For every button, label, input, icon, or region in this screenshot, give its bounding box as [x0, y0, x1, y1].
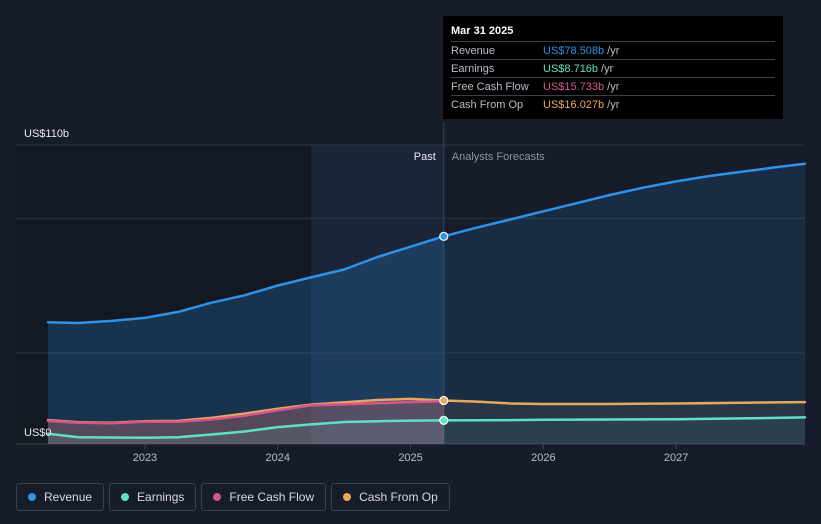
legend-item-revenue[interactable]: Revenue: [16, 483, 105, 511]
tooltip-earnings-value: US$8.716b: [543, 62, 599, 75]
forecast-label: Analysts Forecasts: [452, 151, 545, 163]
earnings-area-forecast: [443, 417, 805, 444]
tooltip-row-earnings: Earnings US$8.716b /yr: [451, 59, 775, 77]
tooltip-fcf-label: Free Cash Flow: [451, 80, 529, 93]
tooltip-revenue-unit: /yr: [607, 44, 620, 57]
cfo-area-past: [48, 398, 444, 444]
tooltip-earnings-unit: /yr: [601, 62, 614, 75]
legend-item-earnings[interactable]: Earnings: [109, 483, 197, 511]
legend-item-fcf[interactable]: Free Cash Flow: [201, 483, 327, 511]
revenue-area-past: [48, 236, 444, 444]
fcf-dot-icon: [213, 493, 222, 501]
revenue-area-forecast: [443, 163, 805, 445]
past-label: Past: [414, 151, 436, 163]
tooltip-fcf-value: US$15.733b: [543, 80, 605, 93]
history-band: [16, 145, 311, 444]
tooltip-cfo-label: Cash From Op: [451, 98, 524, 111]
cfo-marker: [439, 395, 449, 406]
tooltip-cfo-unit: /yr: [607, 98, 620, 111]
x-tick-label-2024: 2024: [266, 452, 290, 464]
revenue-marker: [439, 231, 449, 241]
tooltip-row-revenue: Revenue US$78.508b /yr: [451, 41, 775, 59]
tooltip-revenue-value: US$78.508b: [543, 44, 605, 57]
fcf-area-past: [48, 401, 444, 444]
earnings-line: [46, 416, 807, 439]
revenue-dot-icon: [28, 493, 36, 501]
tooltip-revenue-label: Revenue: [451, 44, 496, 57]
legend-item-cfo[interactable]: Cash From Op: [331, 483, 450, 511]
legend-label-cfo: Cash From Op: [359, 490, 438, 504]
tooltip-row-cfo: Cash From Op US$16.027b /yr: [451, 95, 775, 113]
cfo-dot-icon: [343, 493, 352, 501]
tooltip-cfo-value: US$16.027b: [543, 98, 605, 111]
revenue-line: [46, 162, 807, 325]
past-highlight-band: [310, 145, 444, 444]
y-axis-top-label: US$110b: [24, 128, 69, 140]
earnings-marker: [439, 415, 449, 425]
x-tick-label-2026: 2026: [531, 452, 555, 464]
fcf-line: [46, 400, 446, 425]
legend-label-revenue: Revenue: [44, 490, 93, 504]
cfo-area-forecast: [443, 400, 805, 444]
earnings-dot-icon: [121, 493, 130, 501]
tooltip-row-fcf: Free Cash Flow US$15.733b /yr: [451, 77, 775, 95]
x-tick-label-2023: 2023: [133, 452, 157, 464]
legend-label-fcf: Free Cash Flow: [229, 490, 315, 504]
tooltip-date: Mar 31 2025: [451, 25, 514, 37]
tooltip-fcf-unit: /yr: [607, 80, 620, 93]
y-axis-bottom-label: US$0: [24, 427, 52, 439]
tooltip-earnings-label: Earnings: [451, 62, 495, 75]
chart-legend: Revenue Earnings Free Cash Flow Cash Fro…: [16, 483, 455, 511]
tooltip: Mar 31 2025 Revenue US$78.508b /yr Earni…: [443, 16, 783, 119]
revenue-earnings-chart: US$110b US$0 Past Analysts Forecasts 202…: [16, 122, 807, 464]
legend-label-earnings: Earnings: [137, 490, 185, 504]
x-tick-label-2027: 2027: [664, 452, 688, 464]
x-tick-label-2025: 2025: [398, 452, 422, 464]
